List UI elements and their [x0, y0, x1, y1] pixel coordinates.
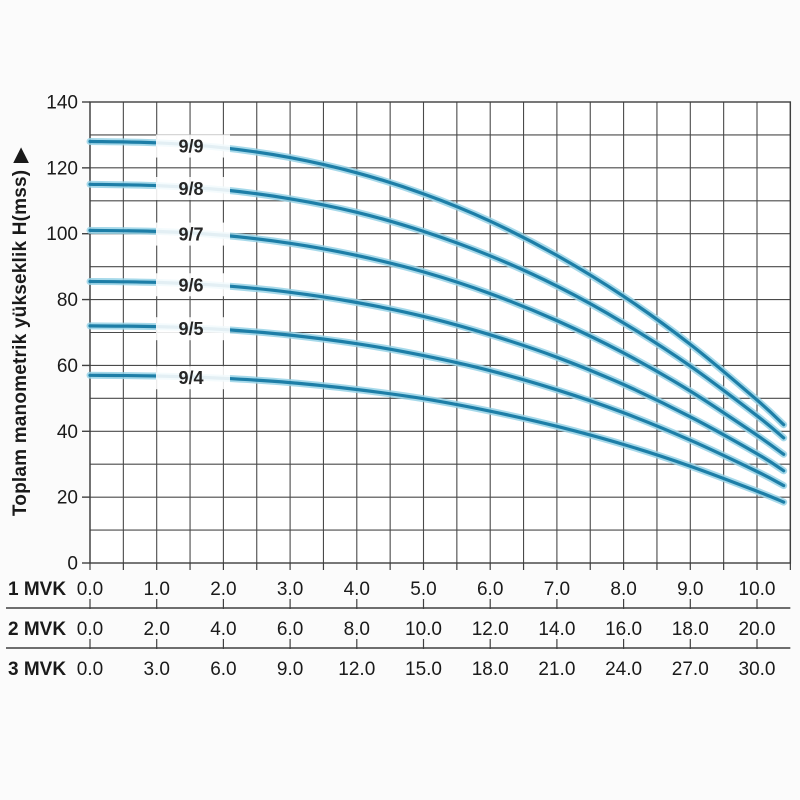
x-tick-label: 24.0: [605, 659, 642, 680]
x-tick-label: 6.0: [277, 619, 303, 640]
x-tick-label: 5.0: [410, 579, 436, 600]
x-tick-label: 2.0: [210, 579, 236, 600]
x-tick-label: 30.0: [739, 659, 776, 680]
x-tick-label: 10.0: [739, 579, 776, 600]
curve-label-9-6: 9/6: [178, 275, 203, 295]
x-tick-label: 0.0: [77, 659, 103, 680]
y-tick-label: 0: [67, 554, 78, 575]
x-tick-label: 12.0: [338, 659, 375, 680]
x-tick-label: 14.0: [538, 619, 575, 640]
curve-label-halo: [156, 222, 230, 246]
x-tick-label: 18.0: [472, 659, 509, 680]
x-tick-label: 0.0: [77, 579, 103, 600]
x-tick-label: 9.0: [677, 579, 703, 600]
curve-label-halo: [156, 317, 230, 341]
x-tick-label: 1.0: [143, 579, 169, 600]
curve-label-halo: [156, 273, 230, 297]
row-label-3-mvk: 3 MVK: [8, 659, 66, 680]
curve-label-9-9: 9/9: [178, 137, 203, 157]
x-tick-label: 10.0: [405, 619, 442, 640]
y-axis-title: Toplam manometrik yükseklik H(mss)▶: [10, 147, 31, 516]
x-tick-label: 9.0: [277, 659, 303, 680]
x-tick-label: 21.0: [538, 659, 575, 680]
curve-label-9-5: 9/5: [178, 319, 203, 339]
y-tick-label: 100: [46, 224, 78, 245]
x-tick-label: 27.0: [672, 659, 709, 680]
y-tick-label: 20: [57, 488, 78, 509]
x-tick-label: 0.0: [77, 619, 103, 640]
x-tick-label: 3.0: [277, 579, 303, 600]
y-tick-label: 60: [57, 356, 78, 377]
tick-layer: 0 20 40 60 80 100 120 140 1 MVK 0.0 1.0 2.0 3.0 4.0 5.…: [6, 93, 791, 680]
curve-label-9-7: 9/7: [178, 225, 203, 245]
x-tick-label: 8.0: [610, 579, 636, 600]
x-tick-label: 8.0: [344, 619, 370, 640]
x-tick-label: 4.0: [210, 619, 236, 640]
x-tick-label: 7.0: [544, 579, 570, 600]
plot-border: [89, 101, 792, 564]
x-tick-label: 3.0: [143, 659, 169, 680]
curve-label-halo: [156, 134, 230, 158]
x-tick-label: 6.0: [210, 659, 236, 680]
x-tick-label: 20.0: [739, 619, 776, 640]
x-tick-label: 12.0: [472, 619, 509, 640]
x-tick-label: 6.0: [477, 579, 503, 600]
y-tick-label: 120: [46, 158, 78, 179]
row-label-2-mvk: 2 MVK: [8, 619, 66, 640]
curve-label-9-8: 9/8: [178, 179, 203, 199]
x-tick-label: 15.0: [405, 659, 442, 680]
curve-label-9-4: 9/4: [178, 368, 203, 388]
x-tick-label: 16.0: [605, 619, 642, 640]
y-tick-label: 40: [57, 422, 78, 443]
curve-label-halo: [156, 176, 230, 200]
curve-label-halo: [156, 366, 230, 390]
x-tick-label: 2.0: [143, 619, 169, 640]
label-layer: 9/9 9/8 9/7 9/6 9/5 9/4: [156, 134, 230, 390]
x-tick-label: 18.0: [672, 619, 709, 640]
row-label-1-mvk: 1 MVK: [8, 579, 66, 600]
y-tick-label: 140: [46, 93, 78, 114]
x-tick-label: 4.0: [344, 579, 370, 600]
y-tick-label: 80: [57, 290, 78, 311]
